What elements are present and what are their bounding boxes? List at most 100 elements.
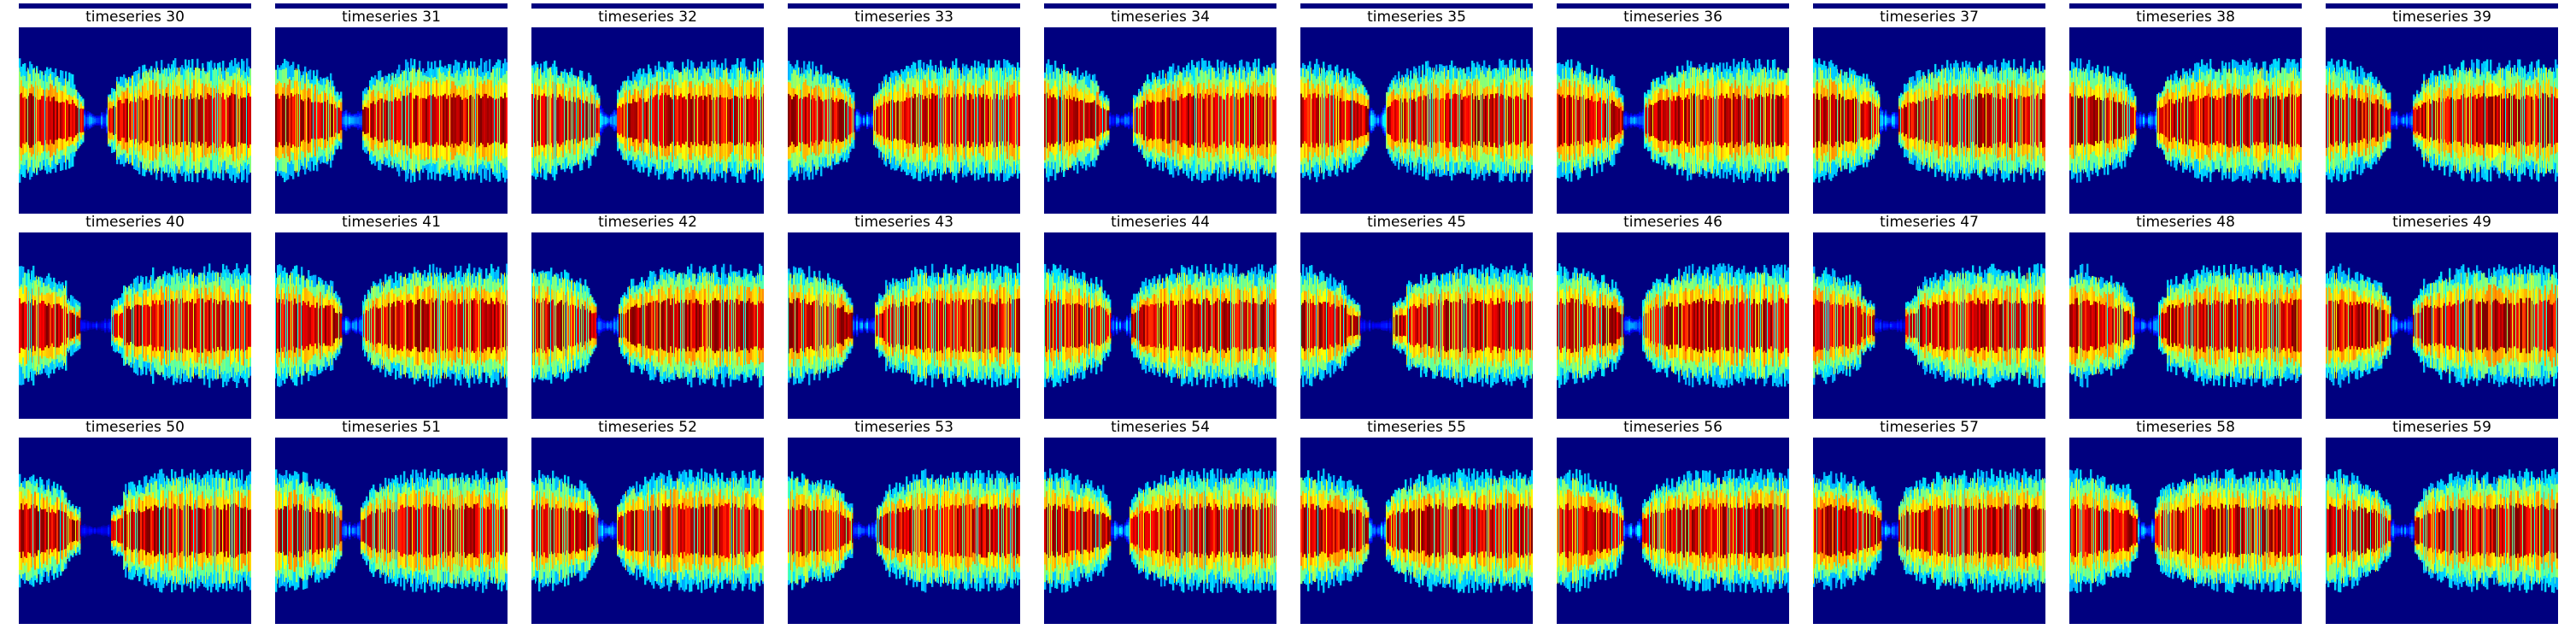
- heatmap-cell: [1234, 97, 1236, 144]
- heatmap-streak: [1859, 77, 1860, 164]
- heatmap-cell: [1070, 98, 1072, 143]
- heatmap-cell: [2129, 106, 2132, 135]
- heatmap-cell: [1304, 99, 1306, 142]
- heatmap-cell: [22, 97, 25, 144]
- heatmap-streak: [827, 74, 828, 167]
- heatmap-cell: [2114, 102, 2116, 139]
- heatmap-streak: [1763, 68, 1764, 173]
- heatmap-cell: [1852, 98, 1855, 143]
- heatmap-cell: [1634, 117, 1636, 124]
- heatmap-cell: [1941, 94, 1944, 147]
- heatmap-cell: [1652, 104, 1655, 137]
- heatmap-cell: [808, 93, 811, 148]
- heatmap-streak: [989, 68, 990, 173]
- heatmap-cell: [19, 94, 21, 147]
- heatmap-cell: [844, 103, 847, 138]
- heatmap-cell: [234, 94, 237, 147]
- heatmap-cell: [1056, 99, 1059, 142]
- heatmap-cell: [2093, 95, 2096, 146]
- heatmap-streak: [649, 72, 650, 169]
- heatmap-cell: [1399, 98, 1402, 143]
- heatmap-cell: [1712, 97, 1715, 144]
- heatmap-cell: [1675, 100, 1677, 141]
- heatmap-cell: [1986, 92, 1988, 149]
- heatmap-cell: [219, 94, 221, 147]
- heatmap-cell: [1311, 98, 1313, 143]
- heatmap-streak: [984, 68, 985, 173]
- heatmap-cell: [1157, 102, 1159, 139]
- panel-top-strip: [2069, 3, 2302, 9]
- heatmap-cell: [1996, 98, 1998, 143]
- heatmap-streak: [1948, 68, 1949, 173]
- heatmap-streak: [991, 68, 992, 173]
- heatmap-cell: [684, 96, 686, 145]
- heatmap-cell: [2015, 98, 2017, 143]
- heatmap-cell: [1845, 100, 1848, 141]
- heatmap-streak: [1329, 69, 1330, 172]
- heatmap-streak: [2016, 68, 2017, 173]
- heatmap-cell: [1124, 116, 1127, 125]
- heatmap-cell: [1625, 116, 1628, 125]
- heatmap-cell: [901, 101, 903, 140]
- heatmap-cell: [1524, 99, 1527, 142]
- heatmap-cell: [1001, 99, 1004, 142]
- heatmap-cell: [2109, 100, 2111, 141]
- heatmap-cell: [1066, 99, 1069, 142]
- heatmap-cell: [480, 97, 483, 144]
- heatmap-cell: [600, 114, 602, 127]
- heatmap-cell: [1627, 117, 1629, 124]
- heatmap-cell: [721, 97, 724, 144]
- heatmap-cell: [535, 94, 537, 147]
- heatmap-cell: [748, 98, 751, 143]
- heatmap-cell: [1492, 94, 1494, 147]
- heatmap-streak: [1345, 75, 1346, 166]
- heatmap-streak: [1399, 78, 1400, 163]
- heatmap-cell: [692, 96, 695, 145]
- heatmap-cell: [2035, 95, 2038, 146]
- heatmap-cell: [660, 95, 662, 146]
- heatmap-cell: [2139, 116, 2142, 125]
- heatmap-streak: [1165, 73, 1166, 168]
- heatmap-cell: [137, 98, 139, 143]
- heatmap-cell: [754, 95, 756, 146]
- heatmap-cell: [1184, 97, 1187, 144]
- heatmap-cell: [323, 101, 326, 140]
- heatmap-cell: [687, 94, 689, 147]
- heatmap-cell: [860, 117, 862, 124]
- heatmap-streak: [1876, 91, 1877, 150]
- heatmap-cell: [567, 101, 570, 140]
- heatmap-cell: [598, 108, 601, 133]
- heatmap-cell: [2150, 116, 2152, 125]
- heatmap-cell: [125, 98, 127, 143]
- heatmap-cell: [24, 97, 26, 144]
- heatmap-cell: [1164, 102, 1166, 139]
- heatmap-cell: [434, 97, 437, 144]
- heatmap-cell: [1782, 95, 1785, 145]
- heatmap-streak: [323, 78, 324, 163]
- heatmap-cell: [930, 98, 932, 143]
- heatmap-cell: [1743, 94, 1746, 147]
- heatmap-streak: [2001, 68, 2002, 173]
- heatmap-cell: [1241, 97, 1243, 144]
- heatmap-streak: [188, 68, 189, 173]
- heatmap-streak: [1324, 68, 1325, 173]
- heatmap-cell: [2081, 97, 2084, 144]
- heatmap-cell: [1061, 100, 1064, 141]
- heatmap-cell: [2073, 97, 2075, 144]
- heatmap-cell: [1331, 95, 1334, 146]
- heatmap-cell: [2011, 93, 2014, 148]
- heatmap-cell: [343, 116, 346, 125]
- heatmap-cell: [2107, 97, 2110, 144]
- heatmap-cell: [2145, 118, 2147, 123]
- heatmap-cell: [419, 98, 421, 143]
- heatmap-cell: [1141, 106, 1144, 135]
- heatmap-cell: [1851, 99, 1853, 142]
- heatmap-cell: [2013, 97, 2016, 144]
- heatmap-cell: [1092, 102, 1094, 139]
- heatmap-cell: [229, 95, 232, 146]
- heatmap-cell: [1018, 95, 1020, 146]
- heatmap-cell: [1326, 97, 1329, 144]
- heatmap-cell: [1044, 93, 1047, 148]
- heatmap-cell: [1676, 96, 1679, 145]
- heatmap-cell: [1746, 97, 1749, 144]
